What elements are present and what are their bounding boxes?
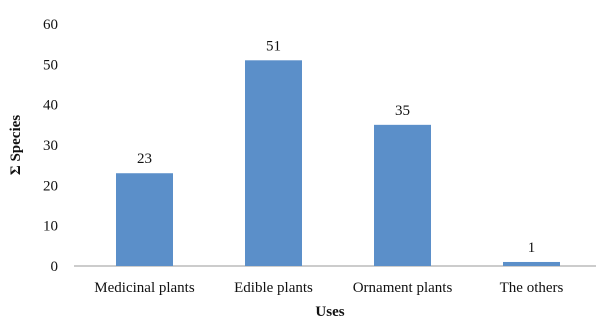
data-labels: 23 51 35 1 [137, 38, 535, 256]
y-axis-title: Σ Species [8, 115, 24, 175]
x-axis: Medicinal plants Edible plants Ornament pl… [94, 280, 563, 296]
x-tick-label: Medicinal plants [94, 280, 195, 296]
data-label: 1 [528, 240, 536, 256]
data-label: 51 [266, 38, 281, 54]
data-label: 23 [137, 151, 152, 167]
bar [503, 261, 560, 266]
y-axis: 0 10 20 30 40 50 60 [43, 17, 58, 275]
y-tick-label: 20 [43, 178, 58, 194]
bar-series [116, 60, 560, 266]
y-tick-label: 50 [43, 57, 58, 73]
x-axis-title: Uses [315, 304, 344, 320]
y-tick-label: 10 [43, 219, 58, 235]
y-tick-label: 60 [43, 17, 58, 33]
y-tick-label: 0 [51, 259, 59, 275]
y-tick-label: 30 [43, 138, 58, 154]
x-tick-label: Ornament plants [353, 280, 453, 296]
x-tick-label: The others [500, 280, 564, 296]
bar [245, 60, 302, 266]
bar [116, 173, 173, 266]
bar [374, 124, 431, 266]
x-tick-label: Edible plants [234, 280, 313, 296]
data-label: 35 [395, 103, 410, 119]
y-tick-label: 40 [43, 98, 58, 114]
